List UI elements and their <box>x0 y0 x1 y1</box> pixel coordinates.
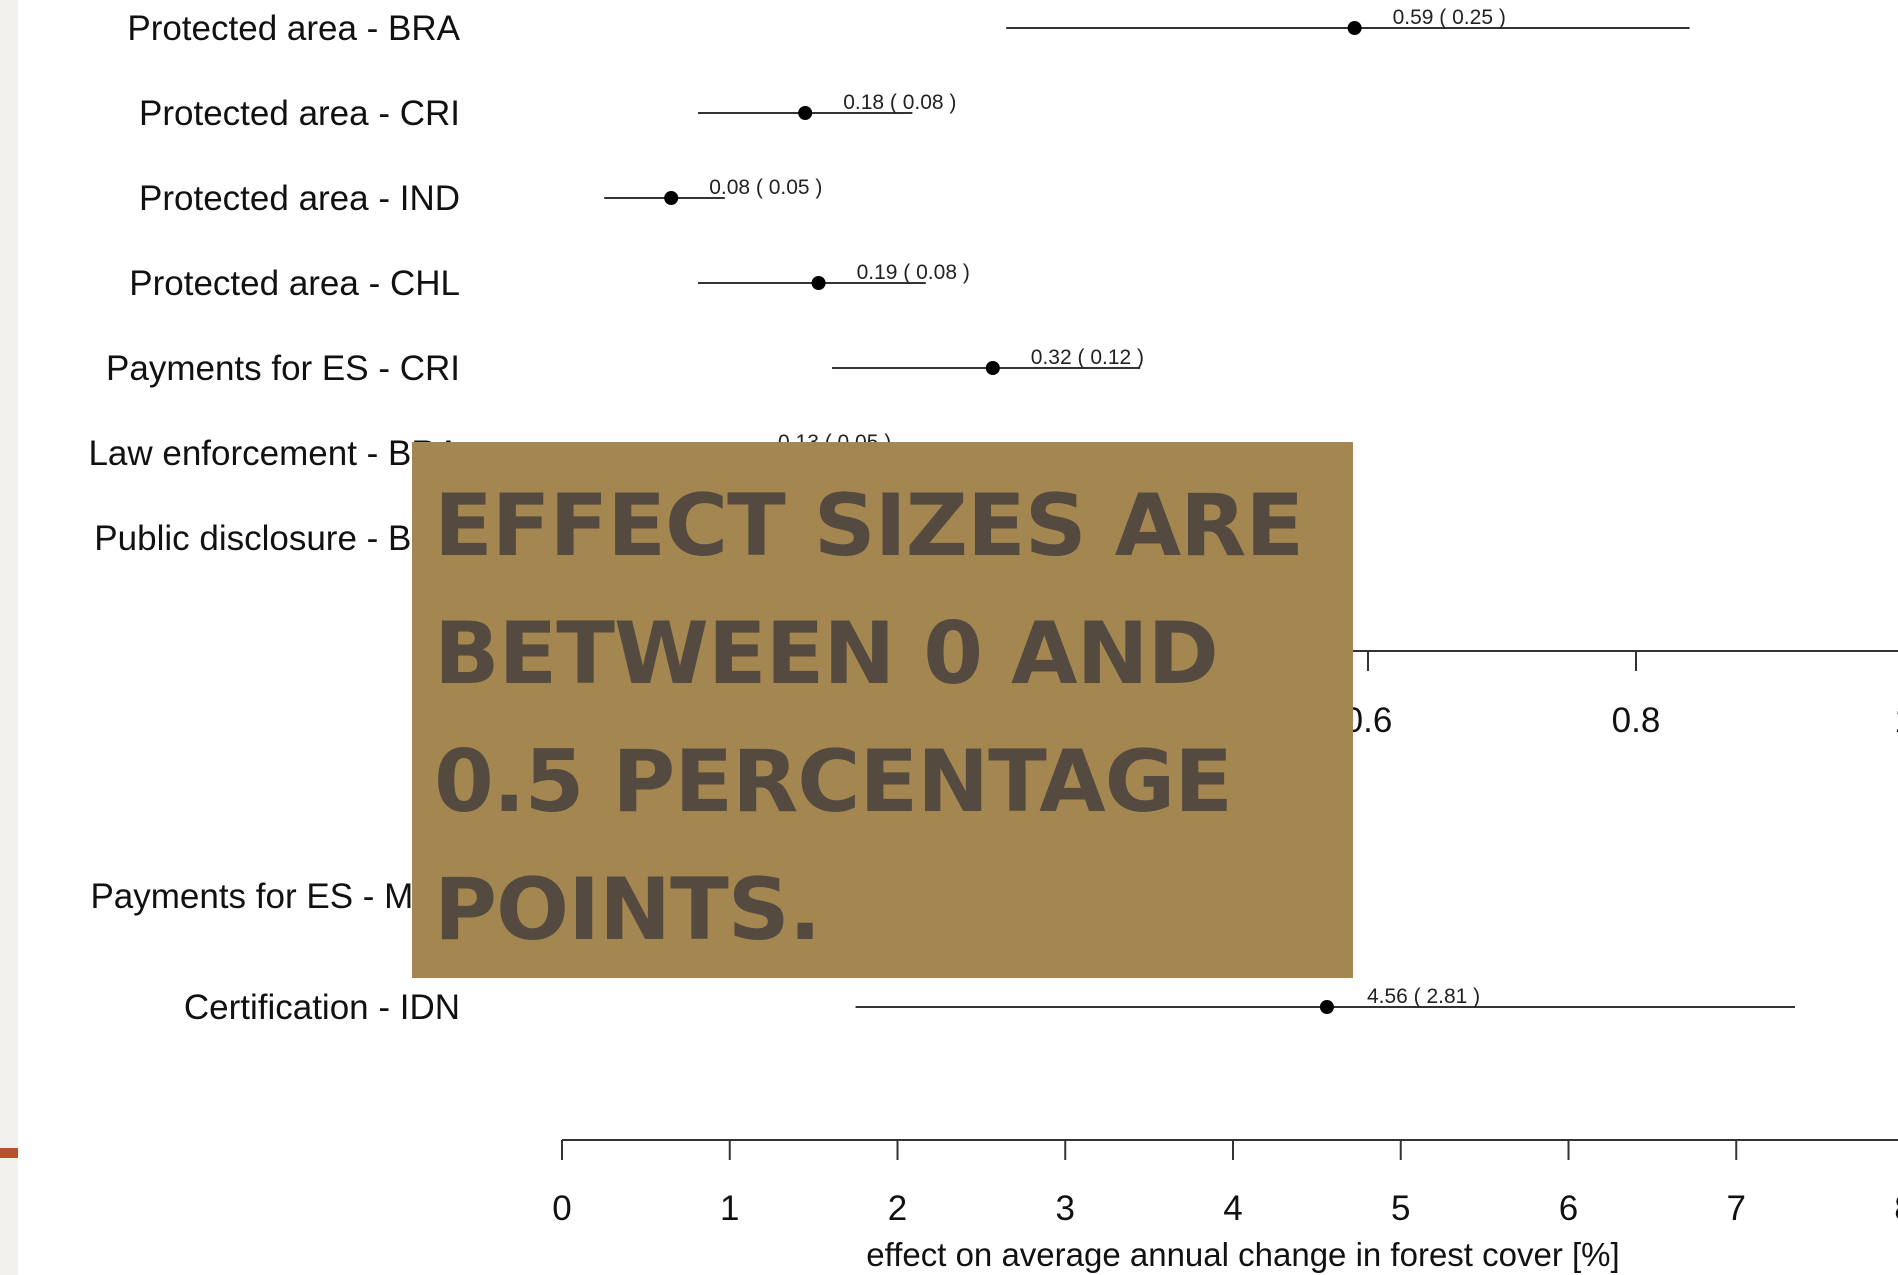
row-label: Protected area - CRI <box>139 94 460 133</box>
x-tick-label: 4 <box>1223 1189 1242 1228</box>
point-estimate <box>1347 21 1362 35</box>
row-label: Protected area - BRA <box>127 9 460 48</box>
point-estimate <box>664 191 679 205</box>
x-tick-label: 6 <box>1559 1189 1578 1228</box>
point-estimate <box>985 361 1000 375</box>
row-label: Certification - IDN <box>184 988 460 1027</box>
slide-accent-bar <box>0 1148 18 1158</box>
estimate-label: 0.19 ( 0.08 ) <box>857 261 970 284</box>
bottom-panel-x-axis: 0 1 2 3 4 5 6 7 8 <box>552 1139 1898 1228</box>
x-tick-label: 3 <box>1056 1189 1075 1228</box>
x-tick-label: 5 <box>1391 1189 1410 1228</box>
bottom-panel-rows: Payments for ES - MEX Certification - IDN… <box>90 877 1795 1027</box>
x-tick-label: 1 <box>1894 701 1898 740</box>
x-tick-label: 1 <box>720 1189 739 1228</box>
x-tick-label: 7 <box>1727 1189 1746 1228</box>
point-estimate <box>798 106 813 120</box>
point-estimate <box>811 276 826 290</box>
estimate-label: 0.08 ( 0.05 ) <box>709 176 822 199</box>
estimate-label: 4.56 ( 2.81 ) <box>1367 985 1480 1008</box>
forest-plot: Protected area - BRA 0.59 ( 0.25 ) Protect… <box>88 6 1898 1273</box>
row-label: Protected area - CHL <box>129 264 460 303</box>
x-tick-label: 8 <box>1894 1189 1898 1228</box>
top-panel-x-axis: 0.60.81 <box>1318 650 1898 740</box>
row-label: Law enforcement - BRA <box>88 434 460 473</box>
top-panel-rows: Protected area - BRA 0.59 ( 0.25 ) Protect… <box>88 6 1690 558</box>
row-label: Public disclosure - BRA <box>94 519 460 558</box>
x-tick-label: 0.8 <box>1612 701 1661 740</box>
x-axis-title: effect on average annual change in fores… <box>866 1236 1619 1273</box>
estimate-label: 0.32 ( 0.12 ) <box>1031 346 1144 369</box>
x-tick-label: 0 <box>552 1189 571 1228</box>
estimate-label: 0.59 ( 0.25 ) <box>1393 6 1506 29</box>
estimate-label: 0.18 ( 0.08 ) <box>843 91 956 114</box>
row-label: Payments for ES - MEX <box>90 877 460 916</box>
row-label: Payments for ES - CRI <box>106 349 460 388</box>
callout-text: EFFECT SIZES ARE BETWEEN 0 AND 0.5 PERCE… <box>434 476 1304 960</box>
x-tick-label: 2 <box>888 1189 907 1228</box>
row-label: Protected area - IND <box>139 179 460 218</box>
point-estimate <box>1319 1000 1334 1014</box>
callout-box: EFFECT SIZES ARE BETWEEN 0 AND 0.5 PERCE… <box>412 442 1353 978</box>
